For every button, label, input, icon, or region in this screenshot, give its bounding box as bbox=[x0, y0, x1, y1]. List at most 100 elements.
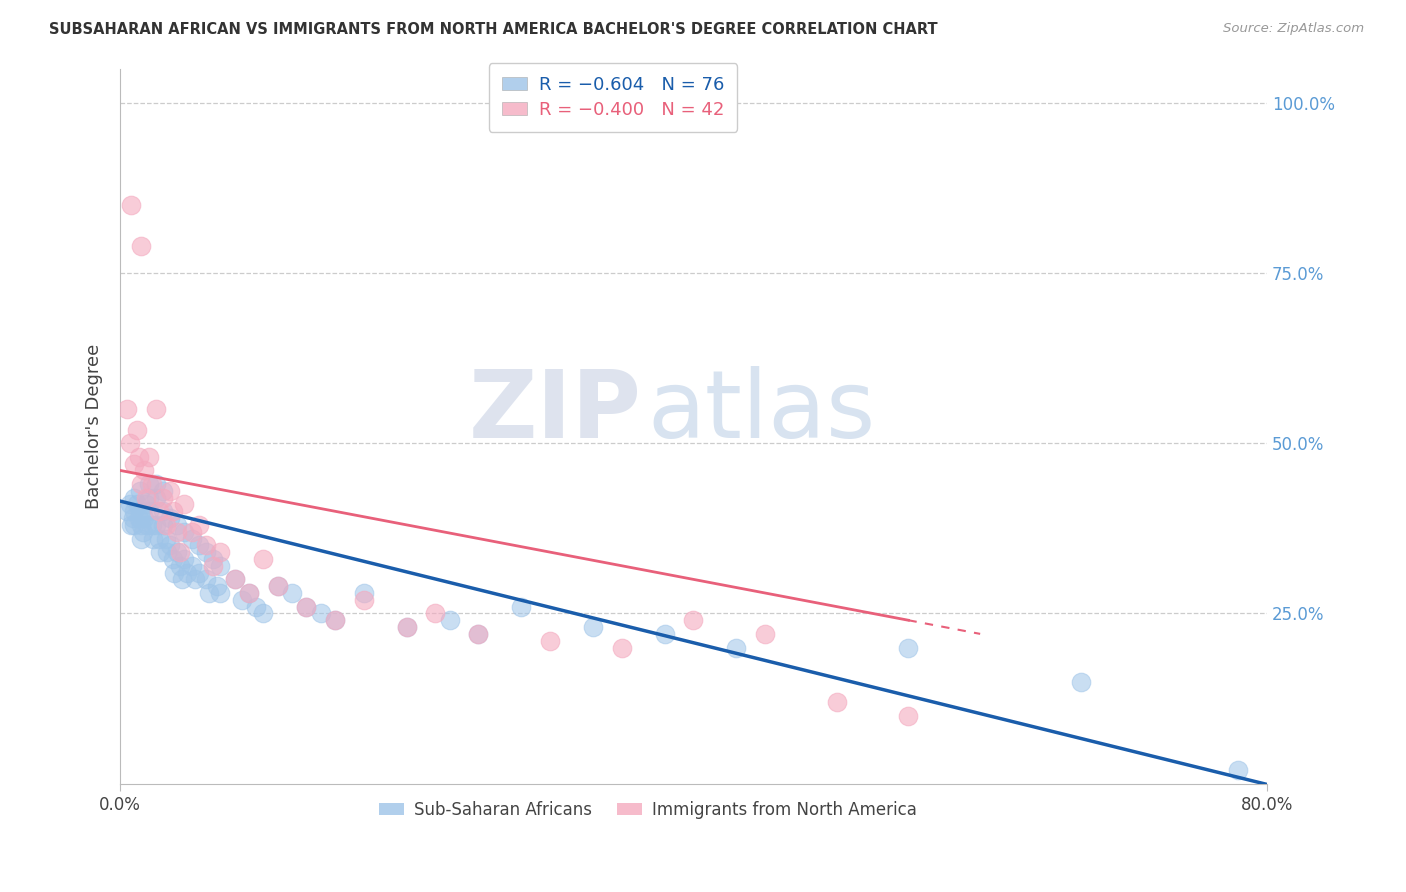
Point bbox=[682, 613, 704, 627]
Point bbox=[187, 566, 209, 580]
Point bbox=[131, 517, 153, 532]
Point bbox=[148, 532, 170, 546]
Point bbox=[173, 498, 195, 512]
Point bbox=[124, 517, 146, 532]
Point bbox=[183, 573, 205, 587]
Point bbox=[238, 586, 260, 600]
Point bbox=[825, 695, 848, 709]
Point bbox=[173, 524, 195, 539]
Point bbox=[155, 517, 177, 532]
Point bbox=[129, 483, 152, 498]
Point bbox=[128, 450, 150, 464]
Point bbox=[131, 238, 153, 252]
Point bbox=[281, 586, 304, 600]
Point bbox=[538, 633, 561, 648]
Point bbox=[467, 627, 489, 641]
Point bbox=[582, 620, 605, 634]
Point bbox=[124, 457, 146, 471]
Point bbox=[131, 532, 153, 546]
Point bbox=[176, 566, 198, 580]
Point bbox=[166, 524, 188, 539]
Point bbox=[173, 552, 195, 566]
Point bbox=[134, 463, 156, 477]
Point bbox=[425, 607, 447, 621]
Point bbox=[202, 552, 225, 566]
Point bbox=[152, 504, 174, 518]
Point bbox=[510, 599, 533, 614]
Point bbox=[266, 579, 288, 593]
Point bbox=[138, 504, 160, 518]
Point bbox=[120, 198, 142, 212]
Point bbox=[754, 627, 776, 641]
Point bbox=[155, 532, 177, 546]
Point bbox=[115, 504, 138, 518]
Point bbox=[159, 483, 181, 498]
Point bbox=[195, 538, 218, 552]
Point bbox=[187, 517, 209, 532]
Point bbox=[145, 491, 167, 505]
Point bbox=[124, 504, 146, 518]
Point bbox=[209, 586, 232, 600]
Point bbox=[725, 640, 748, 655]
Point bbox=[202, 558, 225, 573]
Point bbox=[131, 477, 153, 491]
Point bbox=[169, 558, 191, 573]
Point bbox=[323, 613, 346, 627]
Point bbox=[148, 504, 170, 518]
Point bbox=[138, 491, 160, 505]
Point bbox=[149, 545, 172, 559]
Point bbox=[141, 477, 163, 491]
Point bbox=[128, 511, 150, 525]
Point bbox=[207, 579, 229, 593]
Point bbox=[135, 491, 157, 505]
Point bbox=[238, 586, 260, 600]
Point bbox=[231, 592, 253, 607]
Point bbox=[180, 558, 202, 573]
Point bbox=[138, 450, 160, 464]
Point bbox=[156, 545, 179, 559]
Point bbox=[152, 483, 174, 498]
Legend: Sub-Saharan Africans, Immigrants from North America: Sub-Saharan Africans, Immigrants from No… bbox=[373, 794, 924, 825]
Point bbox=[195, 545, 218, 559]
Point bbox=[169, 545, 191, 559]
Point bbox=[252, 552, 274, 566]
Point bbox=[118, 498, 141, 512]
Point bbox=[170, 573, 193, 587]
Point bbox=[439, 613, 461, 627]
Point bbox=[610, 640, 633, 655]
Point bbox=[118, 436, 141, 450]
Point bbox=[152, 491, 174, 505]
Point bbox=[122, 511, 145, 525]
Y-axis label: Bachelor's Degree: Bachelor's Degree bbox=[86, 343, 103, 508]
Point bbox=[135, 498, 157, 512]
Point bbox=[187, 538, 209, 552]
Point bbox=[142, 532, 165, 546]
Point bbox=[127, 423, 149, 437]
Point bbox=[897, 708, 920, 723]
Point bbox=[159, 538, 181, 552]
Point bbox=[145, 477, 167, 491]
Text: atlas: atlas bbox=[648, 366, 876, 458]
Point bbox=[141, 517, 163, 532]
Point bbox=[209, 545, 232, 559]
Point bbox=[323, 613, 346, 627]
Point bbox=[1227, 763, 1250, 777]
Point bbox=[224, 573, 246, 587]
Point bbox=[353, 592, 375, 607]
Point bbox=[131, 504, 153, 518]
Point bbox=[152, 517, 174, 532]
Text: ZIP: ZIP bbox=[470, 366, 641, 458]
Point bbox=[245, 599, 267, 614]
Point bbox=[127, 498, 149, 512]
Point bbox=[266, 579, 288, 593]
Point bbox=[180, 524, 202, 539]
Point bbox=[162, 504, 184, 518]
Point bbox=[395, 620, 418, 634]
Point bbox=[195, 573, 218, 587]
Point bbox=[134, 511, 156, 525]
Point bbox=[198, 586, 221, 600]
Text: SUBSAHARAN AFRICAN VS IMMIGRANTS FROM NORTH AMERICA BACHELOR'S DEGREE CORRELATIO: SUBSAHARAN AFRICAN VS IMMIGRANTS FROM NO… bbox=[49, 22, 938, 37]
Point bbox=[395, 620, 418, 634]
Point bbox=[295, 599, 318, 614]
Point bbox=[115, 402, 138, 417]
